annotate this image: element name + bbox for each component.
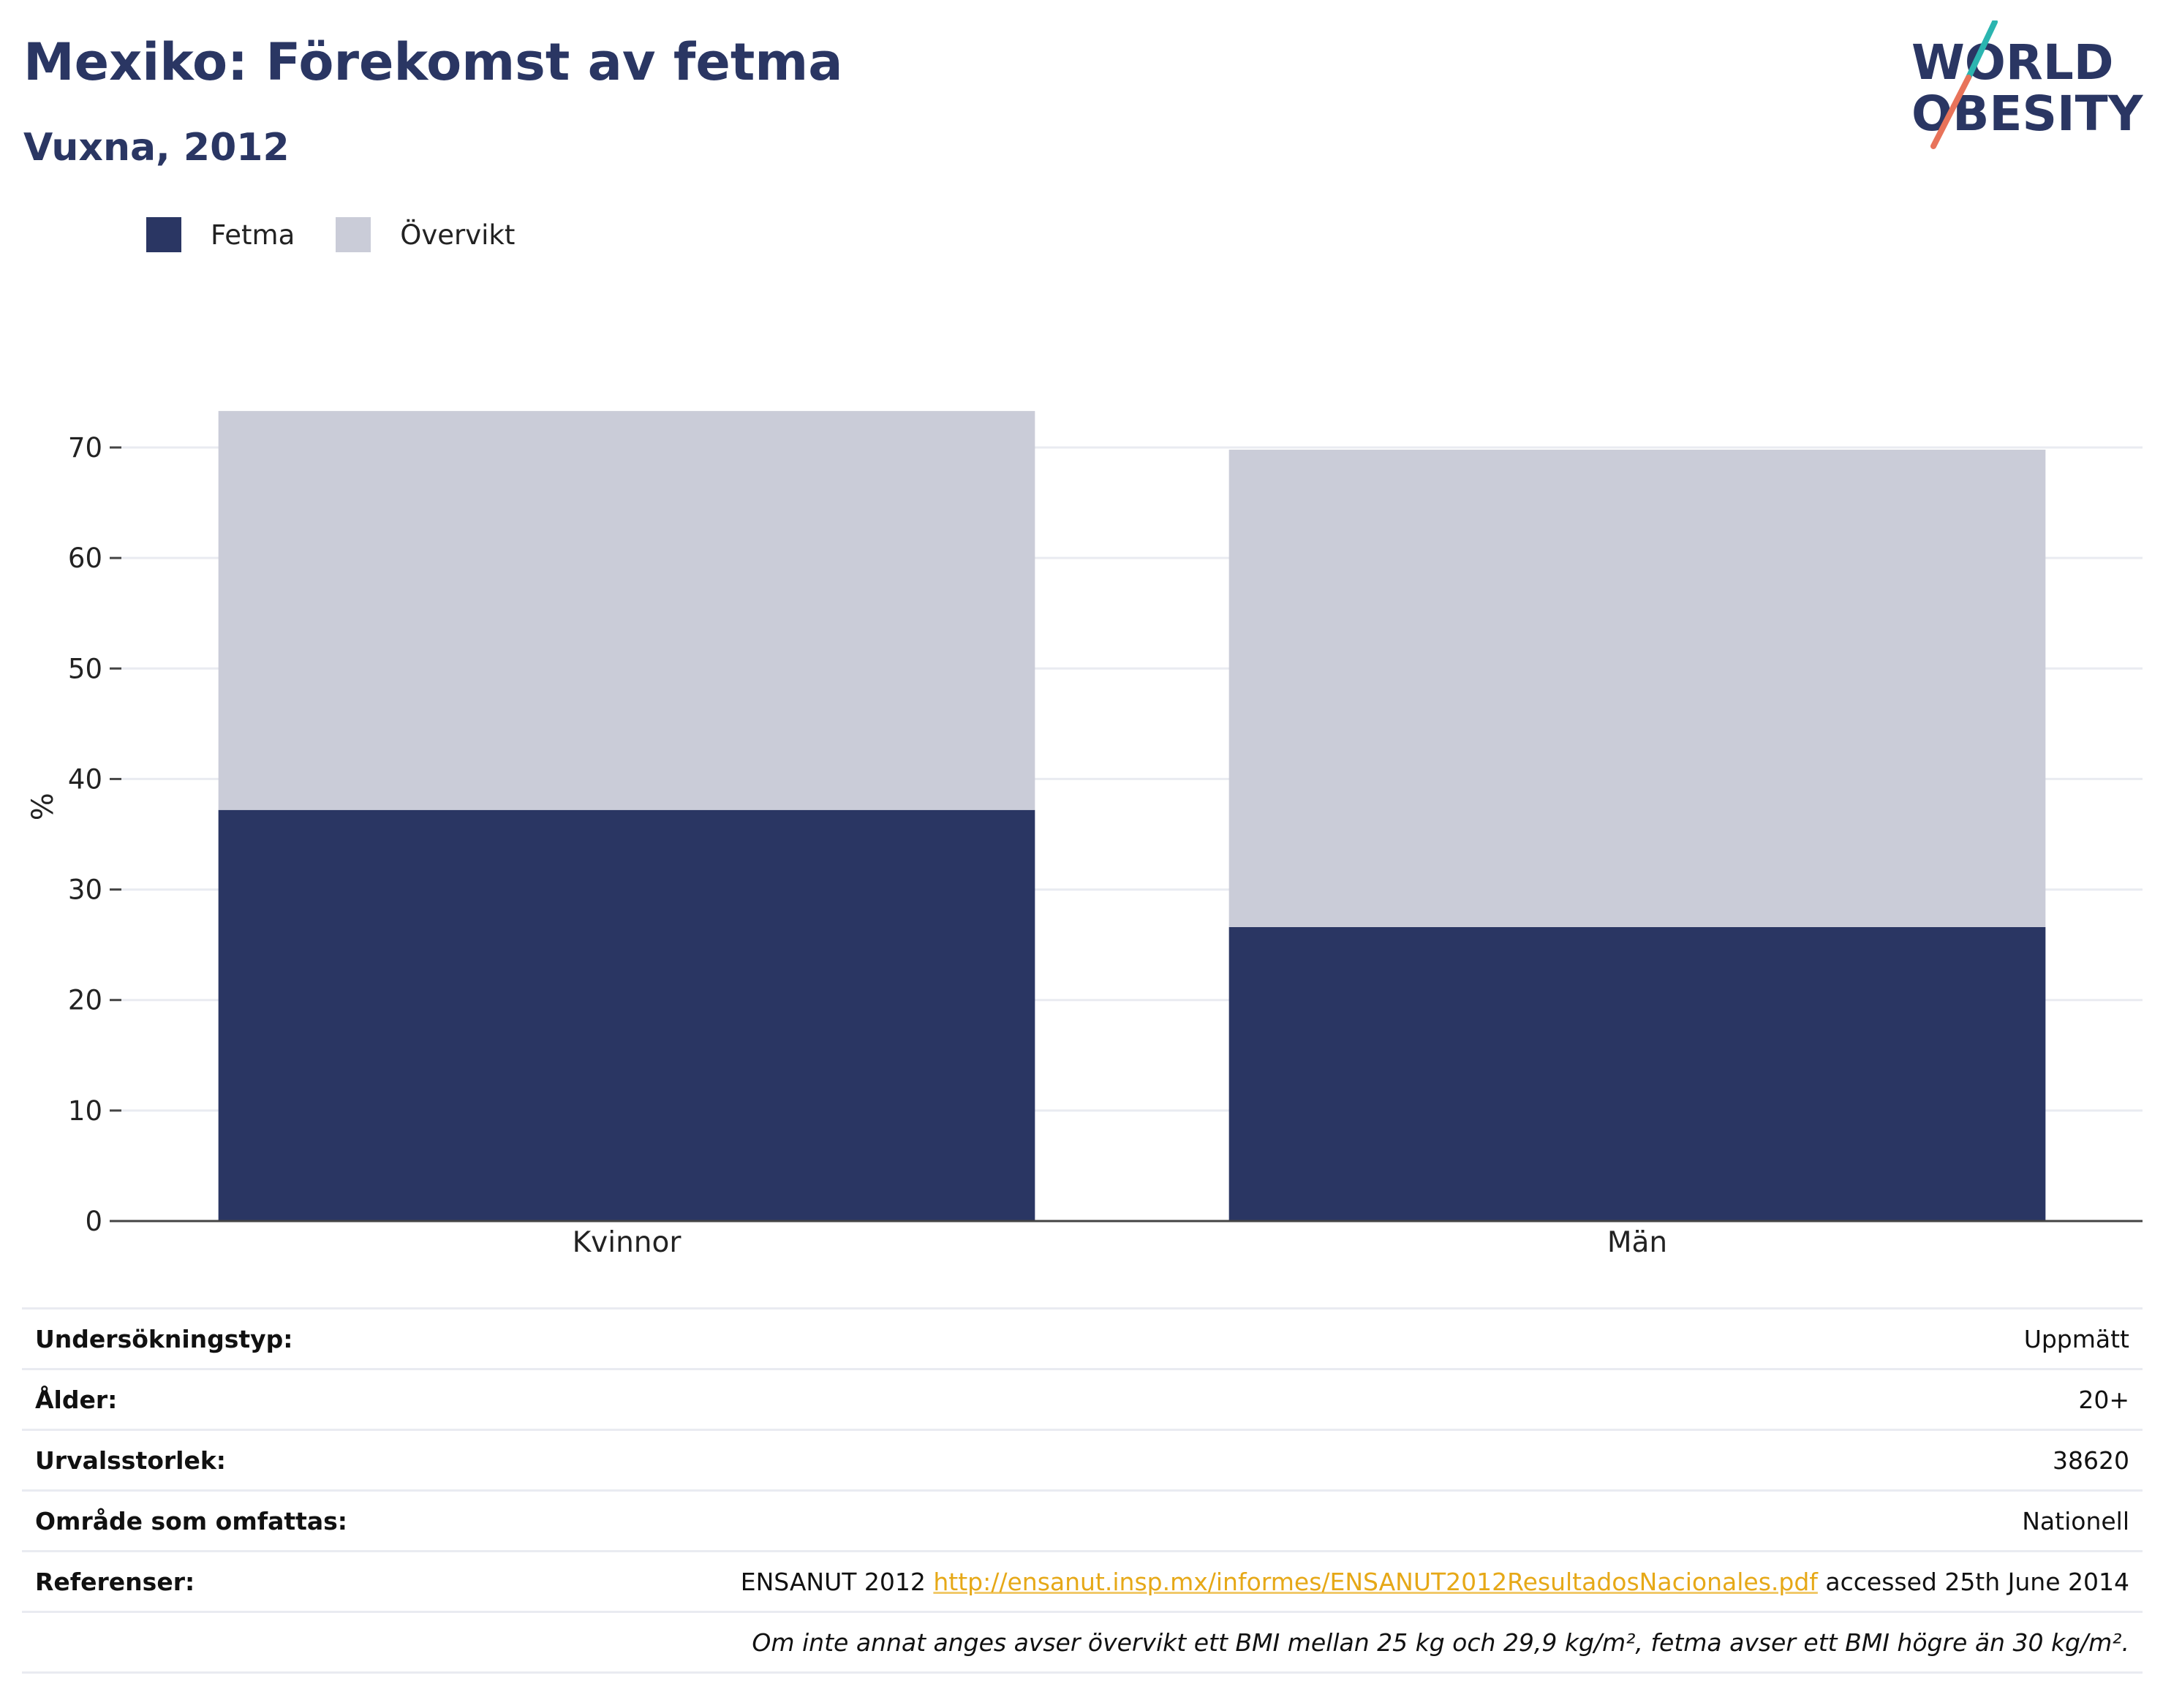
legend-label-fetma: Fetma (211, 219, 295, 251)
x-tick-label: Män (1607, 1226, 1667, 1259)
y-tick-label: 40 (68, 763, 102, 795)
y-tick-label: 10 (68, 1095, 102, 1127)
info-value: 38620 (560, 1429, 2143, 1491)
info-value: Nationell (560, 1489, 2143, 1552)
info-row-area: Område som omfattas: Nationell (22, 1489, 2143, 1552)
info-label: Urvalsstorlek: (22, 1429, 560, 1491)
info-row-references: Referenser: ENSANUT 2012 http://ensanut.… (22, 1550, 2143, 1612)
reference-prefix: ENSANUT 2012 (740, 1567, 934, 1596)
info-row-note: Om inte annat anges avser övervikt ett B… (22, 1611, 2143, 1674)
reference-value: ENSANUT 2012 http://ensanut.insp.mx/info… (560, 1550, 2143, 1612)
bars (218, 411, 2046, 1221)
chart-subtitle: Vuxna, 2012 (23, 126, 290, 170)
info-label: Ålder: (22, 1368, 560, 1430)
info-label: Undersökningstyp: (22, 1307, 560, 1369)
survey-info-table: Undersökningstyp: Uppmätt Ålder: 20+ Urv… (22, 1307, 2143, 1674)
legend-item-overvikt[interactable]: Övervikt (336, 217, 515, 252)
y-axis-label: % (26, 793, 60, 820)
chart-title: Mexiko: Förekomst av fetma (23, 32, 843, 92)
axes: 0 10 20 30 40 50 60 70% Kvinnor Män (26, 432, 2143, 1259)
bar-fetma-m-n (1228, 926, 2046, 1221)
bar--vervikt-m-n (1228, 450, 2046, 927)
reference-suffix: accessed 25th June 2014 (1817, 1567, 2129, 1596)
info-row-sample-size: Urvalsstorlek: 38620 (22, 1429, 2143, 1491)
definition-note: Om inte annat anges avser övervikt ett B… (560, 1611, 2143, 1674)
y-tick-label: 70 (68, 432, 102, 464)
info-value: 20+ (560, 1368, 2143, 1430)
y-tick-label: 50 (68, 653, 102, 684)
x-tick-label: Kvinnor (573, 1226, 682, 1259)
info-row-age: Ålder: 20+ (22, 1368, 2143, 1430)
logo-line1: WORLD (1911, 34, 2114, 91)
y-tick-label: 30 (68, 874, 102, 906)
legend-item-fetma[interactable]: Fetma (146, 217, 295, 252)
y-tick-label: 0 (85, 1206, 102, 1237)
info-note-spacer (22, 1611, 560, 1674)
info-label: Område som omfattas: (22, 1489, 560, 1552)
logo-slash-bottom (1930, 75, 1971, 149)
legend-swatch-fetma (146, 217, 181, 252)
info-row-survey-type: Undersökningstyp: Uppmätt (22, 1307, 2143, 1369)
stacked-bar-chart: 0 10 20 30 40 50 60 70% Kvinnor Män (26, 411, 2143, 1259)
reference-link[interactable]: http://ensanut.insp.mx/informes/ENSANUT2… (933, 1567, 1818, 1596)
bar--vervikt-kvinnor (218, 411, 1035, 810)
legend-label-overvikt: Övervikt (400, 219, 516, 251)
y-tick-label: 60 (68, 543, 102, 574)
world-obesity-logo: WORLD OBESITY (1911, 20, 2144, 149)
legend-swatch-overvikt (336, 217, 371, 252)
logo-slash-top (1966, 20, 1998, 80)
chart-legend: Fetma Övervikt (146, 216, 556, 253)
info-value: Uppmätt (560, 1307, 2143, 1369)
bar-fetma-kvinnor (218, 809, 1035, 1221)
y-tick-label: 20 (68, 985, 102, 1016)
info-label: Referenser: (22, 1550, 560, 1612)
